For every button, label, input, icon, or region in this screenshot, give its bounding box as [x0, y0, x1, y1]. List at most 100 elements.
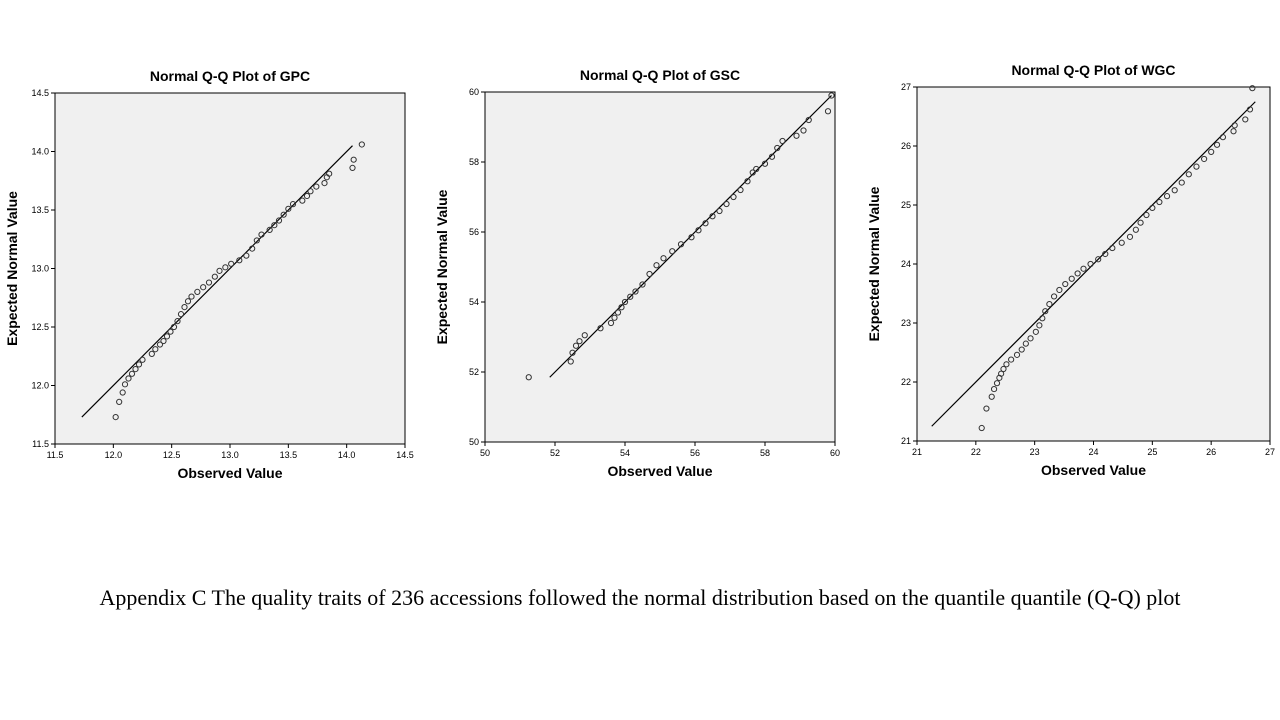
chart-2-y-tick-label: 25: [901, 200, 911, 210]
chart-2-data-point: [1039, 315, 1046, 322]
chart-1-data-point: [646, 270, 653, 278]
chart-0-data-point: [128, 370, 136, 377]
chart-1-data-point: [753, 165, 760, 173]
chart-2-x-tick-label: 22: [971, 447, 981, 457]
chart-1-data-point: [618, 304, 625, 311]
chart-0-data-point: [160, 337, 167, 345]
chart-1-data-point: [627, 293, 634, 300]
chart-0-data-point: [249, 245, 256, 252]
chart-2-data-point: [1230, 128, 1237, 135]
chart-1-data-point: [621, 298, 629, 306]
chart-2-data-point: [1137, 219, 1144, 226]
chart-0-y-axis-label: Expected Normal Value: [4, 191, 20, 346]
figure-caption: Appendix C The quality traits of 236 acc…: [99, 585, 1181, 610]
chart-1-x-axis-label: Observed Value: [607, 463, 712, 479]
chart-0-data-point: [205, 279, 213, 286]
chart-2-data-point: [1249, 85, 1256, 92]
chart-2-data-point: [1062, 280, 1069, 288]
chart-1-x-tick-label: 56: [690, 448, 700, 458]
chart-1-y-tick-label: 56: [469, 227, 479, 237]
chart-2-data-point: [1036, 322, 1043, 329]
chart-1-data-point: [793, 132, 800, 139]
chart-2-x-tick-label: 24: [1088, 447, 1098, 457]
chart-0-data-point: [174, 318, 181, 325]
chart-1-data-point: [723, 200, 730, 208]
chart-1-data-point: [614, 309, 622, 316]
chart-2-data-point: [1050, 293, 1058, 300]
chart-0-data-point: [307, 188, 314, 195]
chart-0-data-point: [228, 260, 235, 267]
chart-1-data-point: [581, 332, 588, 339]
chart-0-data-point: [170, 323, 178, 331]
qq-plot-gpc: Normal Q-Q Plot of GPC 11.5 12.0 12.5 13.0 13…: [4, 68, 414, 481]
chart-1-data-point: [824, 108, 832, 115]
chart-0-x-tick-label: 12.0: [105, 450, 123, 460]
chart-1-y-tick-label: 54: [469, 297, 479, 307]
chart-0-data-point: [139, 356, 146, 363]
chart-0-y-tick-label: 12.5: [31, 322, 49, 332]
chart-0-data-point: [167, 328, 174, 335]
chart-2-data-point: [1219, 134, 1227, 141]
chart-0-data-point: [243, 252, 250, 259]
chart-0-y-tick-label: 14.0: [31, 147, 49, 157]
chart-0-y-tick-label: 13.0: [31, 264, 49, 274]
chart-1-data-point: [653, 262, 660, 269]
chart-2-data-point: [1163, 193, 1171, 200]
chart-0-data-point: [184, 298, 192, 305]
chart-0-title: Normal Q-Q Plot of GPC: [150, 68, 310, 84]
chart-0-x-tick-label: 14.0: [338, 450, 356, 460]
chart-0-x-tick-label: 12.5: [163, 450, 181, 460]
chart-1-data-point: [576, 338, 583, 345]
chart-2-data-point: [1143, 211, 1150, 219]
chart-1-data-point: [737, 186, 744, 194]
chart-2-x-tick-label: 23: [1030, 447, 1040, 457]
chart-0-data-point: [321, 179, 328, 187]
chart-1-data-point: [677, 241, 685, 248]
chart-1-data-point: [828, 92, 835, 99]
chart-2-y-tick-label: 23: [901, 318, 911, 328]
chart-2-data-point: [1118, 239, 1125, 246]
chart-0-x-axis-label: Observed Value: [177, 465, 282, 481]
chart-1-y-axis-label: Expected Normal Value: [434, 189, 450, 344]
chart-2-data-point: [1208, 148, 1215, 155]
chart-1-data-point: [632, 288, 639, 295]
chart-2-data-point: [1132, 226, 1139, 233]
chart-0-data-point: [216, 267, 223, 274]
chart-1-title: Normal Q-Q Plot of GSC: [580, 67, 740, 83]
chart-2-data-point: [1231, 122, 1238, 129]
chart-2-data-point: [1109, 244, 1116, 252]
chart-1-data-point: [730, 193, 737, 201]
chart-1-x-tick-label: 54: [620, 448, 630, 458]
chart-0-data-point: [253, 237, 260, 244]
chart-2-data-point: [1193, 163, 1200, 170]
chart-2-data-point: [1003, 361, 1010, 368]
chart-1-x-tick-label: 52: [550, 448, 560, 458]
chart-2-data-point: [978, 424, 985, 432]
chart-1-data-point: [688, 234, 695, 241]
chart-0-data-point: [280, 211, 287, 218]
chart-2-y-tick-label: 26: [901, 141, 911, 151]
chart-2-x-tick-label: 25: [1147, 447, 1157, 457]
chart-0-data-point: [358, 141, 365, 148]
chart-2-x-axis-label: Observed Value: [1041, 462, 1146, 478]
chart-2-data-point: [1068, 275, 1075, 282]
chart-0-data-point: [112, 413, 119, 421]
chart-2-x-tick-label: 26: [1206, 447, 1216, 457]
chart-2-data-point: [1095, 256, 1102, 263]
chart-2-data-point: [1087, 260, 1094, 268]
chart-1-data-point: [805, 116, 812, 124]
chart-0-x-tick-label: 11.5: [47, 450, 64, 460]
chart-0-data-point: [194, 288, 201, 295]
chart-1-data-point: [660, 255, 667, 262]
chart-0-data-point: [299, 197, 306, 204]
chart-2-data-point: [1056, 286, 1063, 294]
chart-2-data-point: [1102, 250, 1109, 258]
chart-0-y-tick-label: 12.0: [31, 381, 49, 391]
chart-2-y-axis-label: Expected Normal Value: [866, 186, 882, 341]
chart-2-data-point: [1213, 141, 1221, 148]
chart-2-y-tick-label: 21: [901, 436, 911, 446]
chart-0-y-tick-label: 13.5: [31, 205, 49, 215]
chart-2-data-point: [1149, 204, 1156, 212]
chart-2-data-point: [1080, 265, 1087, 272]
qq-plot-gsc: Normal Q-Q Plot of GSC 50 52 54 56 58 60 50 52 54…: [434, 67, 840, 479]
